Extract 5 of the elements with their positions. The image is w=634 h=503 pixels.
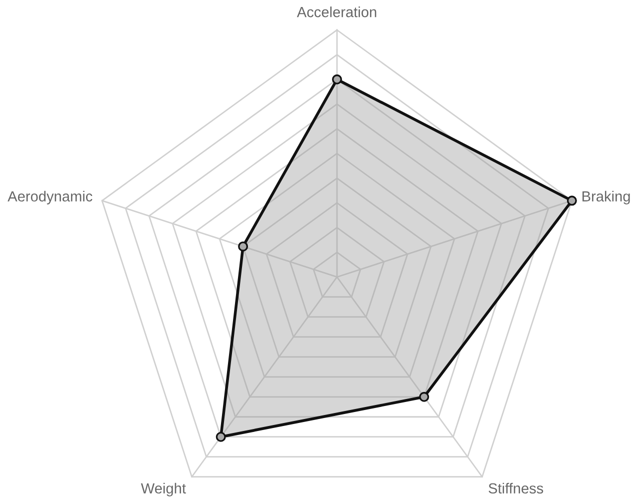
spoke-label: Weight bbox=[140, 482, 186, 496]
spoke-label: Acceleration bbox=[296, 6, 376, 18]
spoke-label: Stiffness bbox=[488, 482, 544, 494]
spoke-label: Braking bbox=[582, 190, 630, 204]
spoke-label: Aerodynamic bbox=[8, 190, 92, 204]
